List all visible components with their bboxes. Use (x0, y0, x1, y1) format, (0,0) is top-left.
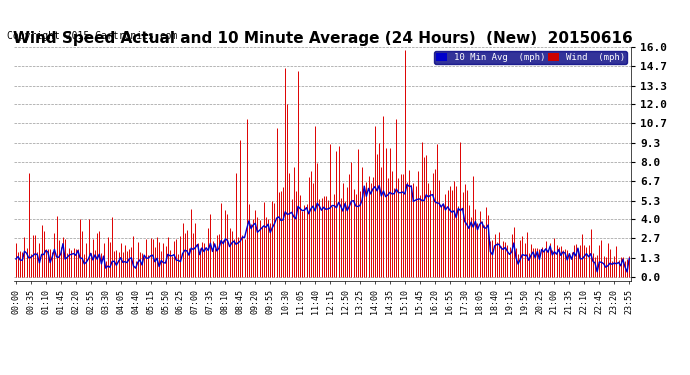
Title: Wind Speed Actual and 10 Minute Average (24 Hours)  (New)  20150616: Wind Speed Actual and 10 Minute Average … (12, 31, 633, 46)
Legend: 10 Min Avg  (mph), Wind  (mph): 10 Min Avg (mph), Wind (mph) (434, 51, 627, 64)
Text: Copyright 2015 Cartronics.com: Copyright 2015 Cartronics.com (7, 32, 177, 41)
